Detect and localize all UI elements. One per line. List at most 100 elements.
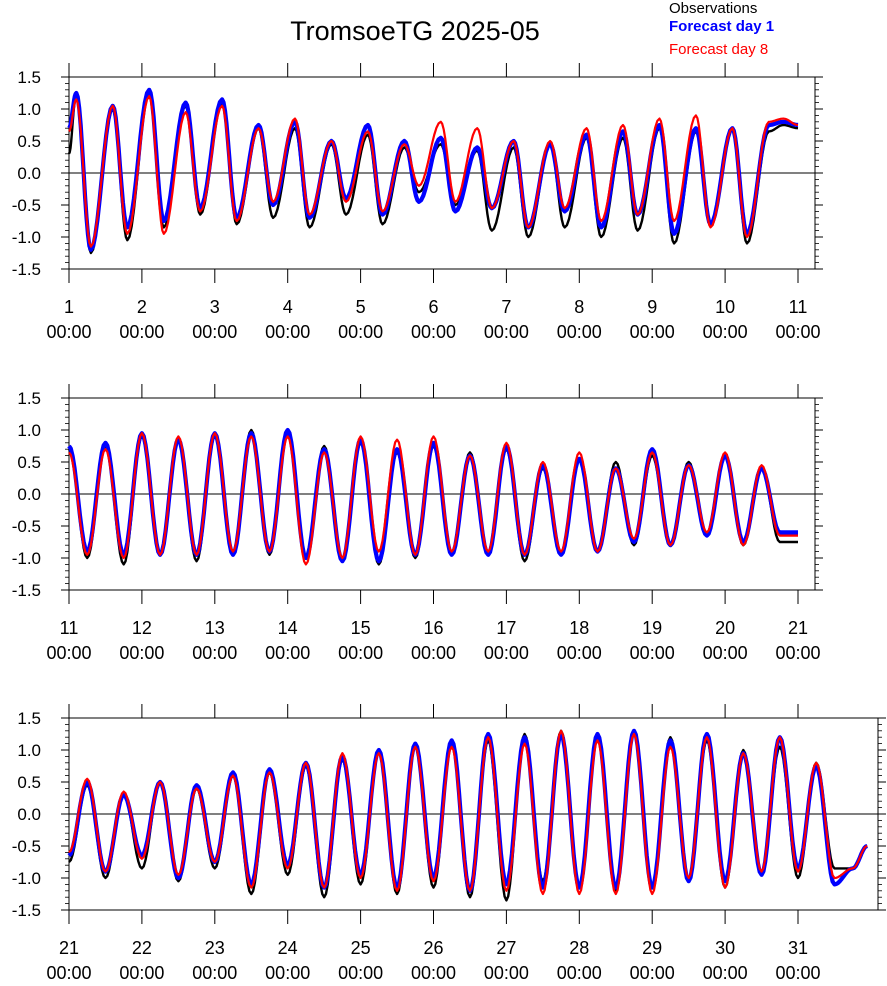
x-tick-time-label: 00:00 — [119, 322, 164, 342]
x-tick-time-label: 00:00 — [119, 643, 164, 663]
x-tick-day-label: 24 — [278, 938, 298, 958]
x-tick-time-label: 00:00 — [775, 643, 820, 663]
x-tick-time-label: 00:00 — [775, 963, 820, 983]
series-line-d1 — [67, 87, 799, 252]
x-tick-time-label: 00:00 — [46, 643, 91, 663]
series-line-obs — [68, 428, 798, 566]
x-tick-time-label: 00:00 — [192, 643, 237, 663]
x-tick-day-label: 9 — [647, 297, 657, 317]
x-tick-time-label: 00:00 — [265, 963, 310, 983]
x-tick-day-label: 5 — [356, 297, 366, 317]
x-tick-day-label: 23 — [205, 938, 225, 958]
y-tick-label: 1.0 — [17, 741, 41, 760]
x-tick-day-label: 25 — [351, 938, 371, 958]
y-tick-label: -0.5 — [12, 517, 41, 536]
x-tick-day-label: 7 — [501, 297, 511, 317]
x-tick-time-label: 00:00 — [703, 322, 748, 342]
y-tick-label: -0.5 — [12, 196, 41, 215]
x-tick-day-label: 15 — [351, 618, 371, 638]
x-tick-day-label: 17 — [496, 618, 516, 638]
x-tick-day-label: 16 — [423, 618, 443, 638]
x-tick-day-label: 11 — [60, 618, 79, 638]
x-tick-time-label: 00:00 — [338, 643, 383, 663]
y-tick-label: 1.5 — [17, 68, 41, 87]
x-tick-time-label: 00:00 — [119, 963, 164, 983]
x-tick-time-label: 00:00 — [411, 963, 456, 983]
x-tick-day-label: 29 — [642, 938, 662, 958]
y-tick-label: -1.0 — [12, 228, 41, 247]
y-tick-label: 1.5 — [17, 389, 41, 408]
series-line-d1 — [67, 427, 799, 564]
x-tick-time-label: 00:00 — [630, 643, 675, 663]
x-tick-day-label: 6 — [428, 297, 438, 317]
x-tick-time-label: 00:00 — [265, 322, 310, 342]
chart-panel-3: 1.5 1.0 0.5 0.0 -0.5 -1.0 -1.5 21 00:00 22 00:00 23… — [12, 704, 886, 983]
y-tick-label: -1.5 — [12, 260, 41, 279]
x-tick-day-label: 3 — [210, 297, 220, 317]
x-tick-time-label: 00:00 — [192, 963, 237, 983]
x-tick-day-label: 26 — [423, 938, 443, 958]
x-tick-time-label: 00:00 — [630, 322, 675, 342]
x-tick-time-label: 00:00 — [338, 963, 383, 983]
y-tick-label: -1.5 — [12, 581, 41, 600]
x-tick-day-label: 20 — [715, 618, 735, 638]
x-tick-time-label: 00:00 — [557, 963, 602, 983]
x-tick-time-label: 00:00 — [192, 322, 237, 342]
x-tick-day-label: 4 — [283, 297, 293, 317]
x-tick-time-label: 00:00 — [775, 322, 820, 342]
x-tick-day-label: 21 — [59, 938, 79, 958]
y-tick-label: 0.5 — [17, 453, 41, 472]
x-tick-time-label: 00:00 — [338, 322, 383, 342]
y-tick-label: 0.0 — [17, 485, 41, 504]
chart-panel-2: 1.5 1.0 0.5 0.0 -0.5 -1.0 -1.5 11 00:00 12 00:00 13… — [12, 384, 823, 663]
legend-forecast-day8: Forecast day 8 — [669, 41, 769, 58]
x-tick-time-label: 00:00 — [411, 643, 456, 663]
x-tick-day-label: 19 — [642, 618, 662, 638]
x-tick-day-label: 27 — [496, 938, 516, 958]
series-line-d8 — [68, 729, 868, 896]
page-title: TromsoeTG 2025-05 — [290, 16, 540, 46]
chart-panel-1: 1.5 1.0 0.5 0.0 -0.5 -1.0 -1.5 1 00:00 2 00:00 3 00:… — [12, 63, 823, 342]
y-tick-label: -1.0 — [12, 549, 41, 568]
legend-forecast-day1: Forecast day 1 — [669, 18, 775, 35]
x-tick-day-label: 8 — [574, 297, 584, 317]
x-tick-time-label: 00:00 — [46, 963, 91, 983]
x-tick-day-label: 13 — [205, 618, 225, 638]
x-tick-time-label: 00:00 — [557, 643, 602, 663]
x-tick-day-label: 11 — [789, 297, 808, 317]
x-tick-time-label: 00:00 — [557, 322, 602, 342]
series-line-d8 — [68, 432, 798, 566]
series-line-d8 — [68, 95, 799, 248]
x-tick-time-label: 00:00 — [484, 963, 529, 983]
x-tick-time-label: 00:00 — [703, 643, 748, 663]
x-tick-day-label: 28 — [569, 938, 589, 958]
y-tick-label: -0.5 — [12, 837, 41, 856]
series-line-d1 — [67, 728, 868, 893]
y-tick-label: 0.0 — [17, 164, 41, 183]
x-tick-time-label: 00:00 — [630, 963, 675, 983]
x-tick-day-label: 22 — [132, 938, 152, 958]
y-tick-label: -1.5 — [12, 901, 41, 920]
legend-observations: Observations — [669, 0, 758, 17]
x-tick-time-label: 00:00 — [484, 643, 529, 663]
x-tick-day-label: 18 — [569, 618, 589, 638]
x-tick-day-label: 21 — [788, 618, 808, 638]
y-tick-label: 0.0 — [17, 805, 41, 824]
y-tick-label: -1.0 — [12, 869, 41, 888]
x-tick-day-label: 2 — [137, 297, 147, 317]
x-tick-day-label: 1 — [64, 297, 74, 317]
x-tick-day-label: 30 — [715, 938, 735, 958]
y-tick-label: 0.5 — [17, 132, 41, 151]
x-tick-day-label: 10 — [715, 297, 735, 317]
x-tick-day-label: 14 — [278, 618, 298, 638]
y-tick-label: 1.0 — [17, 100, 41, 119]
y-tick-label: 1.0 — [17, 421, 41, 440]
x-tick-time-label: 00:00 — [411, 322, 456, 342]
x-tick-time-label: 00:00 — [484, 322, 529, 342]
y-tick-label: 0.5 — [17, 773, 41, 792]
x-tick-day-label: 12 — [132, 618, 152, 638]
y-tick-label: 1.5 — [17, 709, 41, 728]
x-tick-time-label: 00:00 — [265, 643, 310, 663]
x-tick-time-label: 00:00 — [46, 322, 91, 342]
